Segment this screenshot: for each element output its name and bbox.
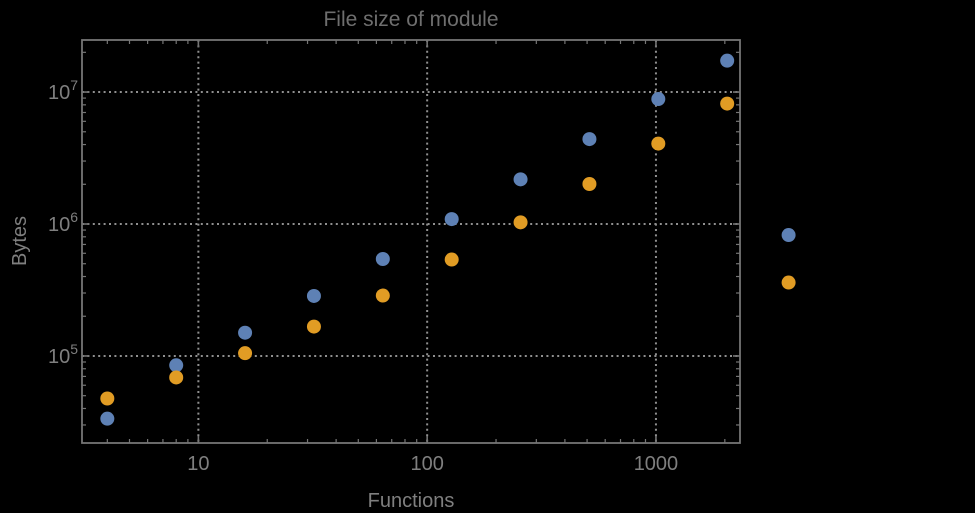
grid-layer [82, 40, 740, 443]
data-point-series-1-blue [306, 288, 321, 303]
x-axis-label: Functions [368, 490, 455, 512]
data-point-series-1-blue [100, 411, 115, 426]
data-points-layer [100, 53, 796, 426]
data-point-series-2-orange [444, 252, 459, 267]
plot-frame [81, 39, 741, 444]
data-point-series-2-orange [169, 370, 184, 385]
frame-layer [81, 39, 741, 444]
data-point-series-2-orange [238, 346, 253, 361]
data-point-series-1-blue [169, 358, 184, 373]
data-point-series-1-blue [781, 228, 796, 243]
y-tick-label: 105 [48, 341, 78, 368]
y-tick-label: 106 [48, 209, 78, 236]
y-axis-label: Bytes [9, 216, 31, 266]
data-point-series-1-blue [651, 92, 666, 107]
data-point-series-2-orange [513, 215, 528, 230]
data-point-series-1-blue [238, 325, 253, 340]
x-tick-label: 10 [187, 453, 209, 475]
data-point-series-2-orange [100, 391, 115, 406]
x-tick-label: 1000 [634, 453, 679, 475]
data-point-series-2-orange [375, 288, 390, 303]
y-tick-label: 107 [48, 77, 78, 104]
chart-title: File size of module [323, 8, 498, 31]
data-point-series-1-blue [375, 252, 390, 267]
data-point-series-1-blue [513, 172, 528, 187]
data-point-series-1-blue [720, 53, 735, 68]
data-point-series-2-orange [720, 96, 735, 111]
x-tick-label: 100 [410, 453, 443, 475]
data-point-series-1-blue [444, 212, 459, 227]
data-point-series-1-blue [582, 132, 597, 147]
tick-label-layer: 10 100 1000 105 106 107 [48, 77, 678, 475]
data-point-series-2-orange [781, 275, 796, 290]
data-point-series-2-orange [582, 176, 597, 191]
data-point-series-2-orange [651, 136, 666, 151]
data-point-series-2-orange [306, 319, 321, 334]
tick-layer [82, 40, 740, 443]
